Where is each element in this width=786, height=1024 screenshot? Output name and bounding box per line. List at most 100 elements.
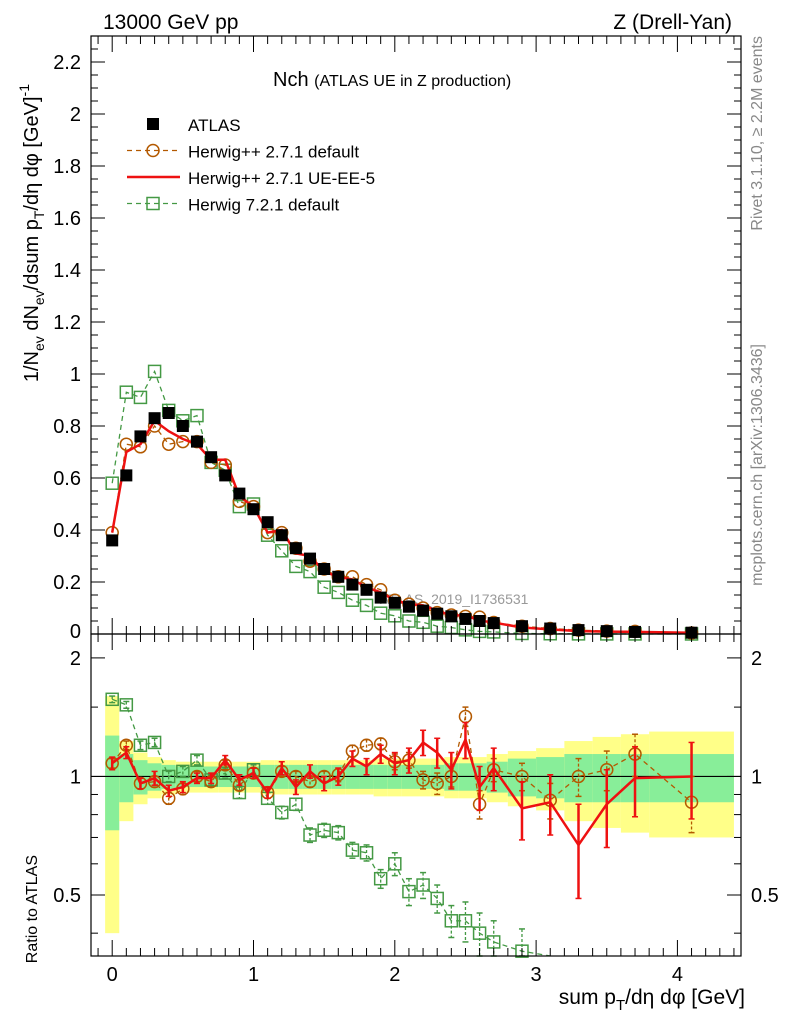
- x-tick-label: 4: [672, 964, 683, 986]
- x-tick-label: 1: [248, 964, 259, 986]
- ratio-marker-2: [105, 692, 119, 707]
- atlas-data-point: [417, 604, 430, 617]
- ratio-marker-2: [317, 823, 331, 838]
- ratio-plot-panel: 0.5 0.5 1 1 2 2 0 1 2 3 4: [53, 633, 779, 986]
- ratio-marker-2: [331, 825, 346, 840]
- ratio-inner-band: [105, 735, 120, 831]
- main-plot-panel: ATLAS_2019_I1736531 0.2 0.4 0.6 0.8 1 1.2 1.4 1…: [53, 35, 742, 643]
- main-y-tick-label-zero: 0: [70, 621, 81, 643]
- ratio-y-tick-label-right: 2: [751, 648, 762, 670]
- legend-label: Herwig++ 2.7.1 UE-EE-5: [188, 169, 375, 188]
- ratio-line-2: [111, 698, 551, 957]
- main-y-tick-label: 1.2: [53, 312, 81, 334]
- ratio-marker-2: [359, 846, 374, 860]
- ratio-marker-0: [571, 769, 586, 784]
- main-marker-3: [317, 580, 331, 594]
- ratio-marker-0: [246, 766, 261, 780]
- main-marker-3: [190, 408, 204, 423]
- atlas-data-point: [148, 412, 161, 425]
- x-tick-label: 3: [531, 964, 542, 986]
- legend-marker: [147, 118, 159, 130]
- main-marker-3: [359, 598, 374, 613]
- main-marker-3: [133, 390, 148, 405]
- ratio-y-tick-label-right: 1: [751, 766, 762, 788]
- legend-label: Herwig 7.2.1 default: [188, 196, 339, 215]
- atlas-data-point: [190, 435, 203, 448]
- main-y-tick-label: 1.4: [53, 260, 81, 282]
- legend-title: Nch (ATLAS UE in Z production): [273, 69, 511, 91]
- ratio-marker-2: [515, 944, 529, 958]
- main-marker-3: [119, 385, 134, 399]
- ratio-marker-2: [275, 805, 289, 820]
- main-axes: 0.2 0.4 0.6 0.8 1 1.2 1.4 1.6 1.8 2 2.2 0: [53, 35, 742, 643]
- atlas-data-point: [176, 420, 189, 432]
- legend-label: Herwig++ 2.7.1 default: [188, 143, 359, 162]
- ratio-y-tick-label: 1: [70, 766, 81, 788]
- atlas-data-point: [487, 617, 500, 630]
- main-marker-3: [105, 476, 119, 490]
- ratio-marker-0: [416, 773, 430, 787]
- ratio-line-1: [111, 736, 692, 848]
- atlas-data-point: [275, 529, 288, 542]
- main-marker-3: [345, 593, 360, 607]
- ratio-marker-2: [303, 828, 317, 842]
- header-collision-label: 13000 GeV pp: [103, 11, 238, 34]
- x-tick-label: 0: [107, 964, 118, 986]
- ratio-marker-2: [416, 878, 430, 892]
- analysis-watermark: ATLAS_2019_I1736531: [380, 591, 529, 607]
- main-y-tick-label: 0.4: [53, 520, 81, 542]
- atlas-data-point: [374, 591, 387, 604]
- ratio-marker-2: [430, 891, 444, 906]
- main-marker-3: [303, 564, 317, 579]
- atlas-data-point: [346, 578, 359, 591]
- atlas-data-point: [402, 600, 415, 613]
- legend-marker: [146, 196, 160, 211]
- main-marker-1: [119, 437, 134, 451]
- atlas-data-point: [459, 612, 472, 625]
- ratio-uncertainty-bands: [105, 696, 734, 934]
- ratio-marker-2: [176, 764, 190, 779]
- main-y-tick-label: 1: [70, 364, 81, 386]
- atlas-data-point: [360, 583, 373, 596]
- atlas-data-point: [332, 570, 345, 583]
- main-y-tick-label: 2: [70, 104, 81, 126]
- atlas-data-point: [247, 503, 260, 516]
- ratio-inner-band: [119, 754, 134, 803]
- main-marker-1: [161, 437, 176, 451]
- main-marker-3: [331, 585, 346, 600]
- ratio-marker-2: [388, 857, 402, 871]
- main-line-2: [110, 418, 692, 634]
- ratio-frame: [90, 633, 742, 957]
- ratio-marker-2: [147, 735, 162, 750]
- main-y-tick-label: 1.6: [53, 208, 81, 230]
- rivet-version-label: Rivet 3.1.10, ≥ 2.2M events: [749, 36, 766, 231]
- main-marker-3: [373, 606, 388, 620]
- atlas-data-point: [162, 407, 175, 419]
- atlas-data-point: [431, 607, 444, 620]
- atlas-data-point: [304, 552, 317, 565]
- mcplots-url-label: mcplots.cern.ch [arXiv:1306.3436]: [749, 344, 766, 586]
- atlas-data-point: [120, 469, 133, 482]
- atlas-data-point: [473, 615, 486, 627]
- legend: Nch (ATLAS UE in Z production) ATLAS Herw…: [127, 69, 511, 215]
- atlas-data-point: [388, 596, 401, 609]
- legend-marker: [146, 143, 160, 158]
- ratio-marker-2: [486, 935, 501, 949]
- main-y-tick-label: 2.2: [53, 52, 81, 74]
- main-y-tick-label: 0.6: [53, 468, 81, 490]
- ratio-marker-2: [119, 698, 134, 712]
- ratio-marker-2: [444, 914, 459, 928]
- ratio-marker-2: [402, 884, 416, 899]
- ratio-marker-2: [190, 753, 204, 767]
- main-marker-3: [232, 499, 247, 514]
- ratio-y-axis-label: Ratio to ATLAS: [24, 855, 41, 963]
- atlas-data-point: [445, 610, 458, 623]
- main-marker-3: [147, 364, 162, 379]
- ratio-marker-2: [345, 843, 360, 857]
- x-axis-label: sum pT/dη dφ [GeV]: [559, 986, 745, 1014]
- ratio-y-tick-label: 0.5: [53, 885, 81, 907]
- ratio-marker-2: [373, 871, 388, 886]
- atlas-data-point: [233, 487, 246, 500]
- x-tick-label: 2: [389, 964, 400, 986]
